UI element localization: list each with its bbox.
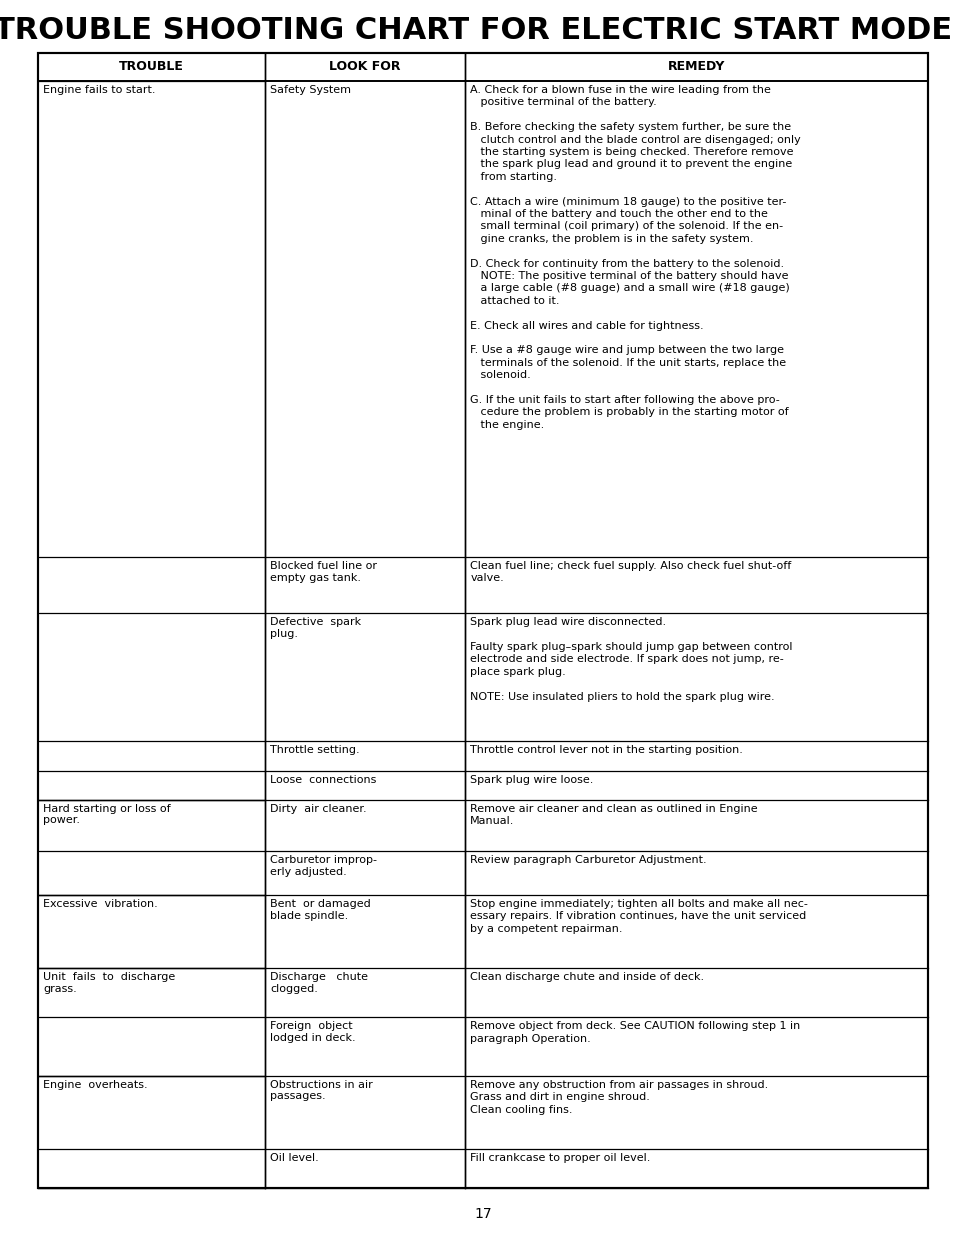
Text: Review paragraph Carburetor Adjustment.: Review paragraph Carburetor Adjustment.: [470, 855, 706, 865]
Text: A. Check for a blown fuse in the wire leading from the
   positive terminal of t: A. Check for a blown fuse in the wire le…: [470, 85, 801, 430]
Text: Unit  fails  to  discharge
grass.: Unit fails to discharge grass.: [43, 972, 175, 994]
Text: Obstructions in air
passages.: Obstructions in air passages.: [270, 1080, 373, 1101]
Text: Throttle control lever not in the starting position.: Throttle control lever not in the starti…: [470, 745, 742, 755]
Text: Foreign  object
lodged in deck.: Foreign object lodged in deck.: [270, 1022, 355, 1043]
Text: Spark plug lead wire disconnected.

Faulty spark plug–spark should jump gap betw: Spark plug lead wire disconnected. Fault…: [470, 617, 792, 701]
Text: Throttle setting.: Throttle setting.: [270, 745, 359, 755]
Text: Engine  overheats.: Engine overheats.: [43, 1080, 148, 1090]
Text: Engine fails to start.: Engine fails to start.: [43, 85, 155, 95]
Text: TROUBLE SHOOTING CHART FOR ELECTRIC START MODEL: TROUBLE SHOOTING CHART FOR ELECTRIC STAR…: [0, 16, 953, 45]
Text: Remove any obstruction from air passages in shroud.
Grass and dirt in engine shr: Remove any obstruction from air passages…: [470, 1080, 768, 1114]
Text: Remove object from deck. See CAUTION following step 1 in
paragraph Operation.: Remove object from deck. See CAUTION fol…: [470, 1022, 800, 1044]
Text: Defective  spark
plug.: Defective spark plug.: [270, 617, 360, 639]
Text: LOOK FOR: LOOK FOR: [329, 61, 400, 74]
Text: TROUBLE: TROUBLE: [119, 61, 184, 74]
Text: Excessive  vibration.: Excessive vibration.: [43, 900, 157, 910]
Text: Remove air cleaner and clean as outlined in Engine
Manual.: Remove air cleaner and clean as outlined…: [470, 804, 757, 826]
Text: Bent  or damaged
blade spindle.: Bent or damaged blade spindle.: [270, 900, 371, 921]
Text: Oil level.: Oil level.: [270, 1153, 318, 1163]
Text: Carburetor improp-
erly adjusted.: Carburetor improp- erly adjusted.: [270, 855, 376, 877]
Text: Clean fuel line; check fuel supply. Also check fuel shut-off
valve.: Clean fuel line; check fuel supply. Also…: [470, 561, 791, 583]
Text: Clean discharge chute and inside of deck.: Clean discharge chute and inside of deck…: [470, 972, 703, 982]
Text: Fill crankcase to proper oil level.: Fill crankcase to proper oil level.: [470, 1153, 650, 1163]
Text: Blocked fuel line or
empty gas tank.: Blocked fuel line or empty gas tank.: [270, 561, 376, 583]
Text: Hard starting or loss of
power.: Hard starting or loss of power.: [43, 804, 171, 826]
Text: REMEDY: REMEDY: [667, 61, 724, 74]
Text: Safety System: Safety System: [270, 85, 351, 95]
Text: Loose  connections: Loose connections: [270, 775, 375, 785]
Text: Stop engine immediately; tighten all bolts and make all nec-
essary repairs. If : Stop engine immediately; tighten all bol…: [470, 900, 807, 934]
Text: Discharge   chute
clogged.: Discharge chute clogged.: [270, 972, 368, 994]
Text: Dirty  air cleaner.: Dirty air cleaner.: [270, 804, 366, 814]
Text: 17: 17: [474, 1207, 492, 1221]
Text: Spark plug wire loose.: Spark plug wire loose.: [470, 775, 593, 785]
